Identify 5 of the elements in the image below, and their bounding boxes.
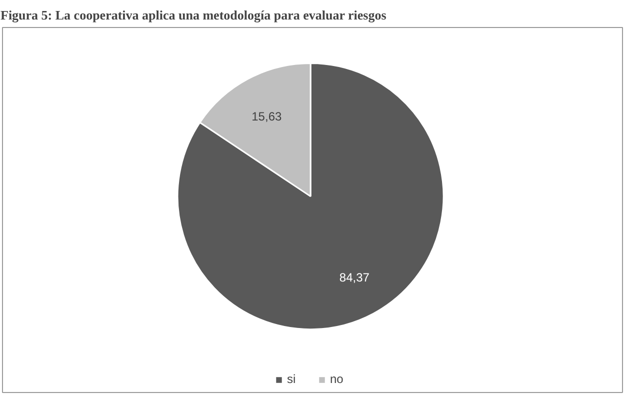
data-label: 84,37 (339, 270, 370, 284)
chart-title: Figura 5: La cooperativa aplica una metodología para evaluar riesgos (0, 8, 386, 22)
data-label: 15,63 (252, 109, 282, 124)
legend-label: si (287, 372, 297, 386)
legend-label: no (330, 372, 344, 386)
